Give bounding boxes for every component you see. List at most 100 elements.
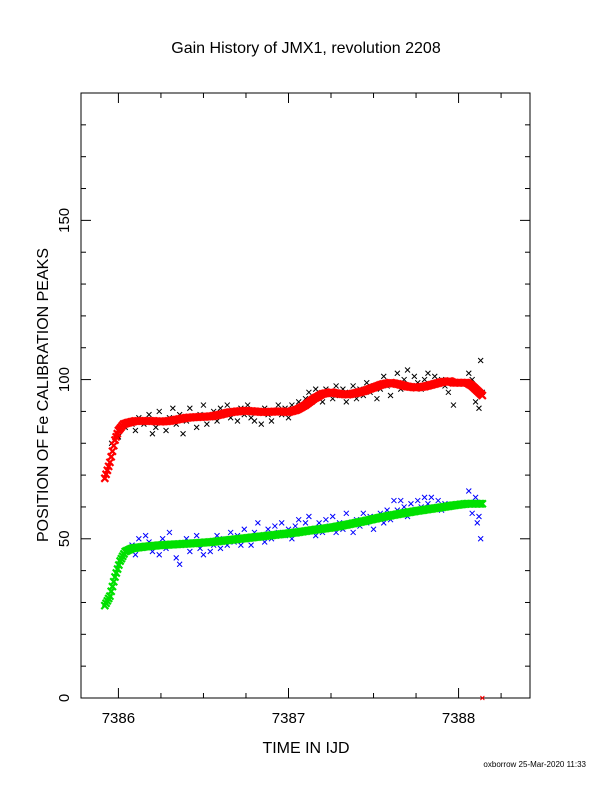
y-tick-label: 150	[56, 208, 73, 233]
data-point	[306, 513, 312, 520]
data-point	[404, 367, 411, 373]
data-point	[465, 488, 472, 494]
data-point	[258, 421, 265, 428]
data-point	[360, 510, 367, 517]
data-point	[480, 695, 485, 701]
data-point	[241, 526, 248, 533]
data-point	[285, 414, 292, 421]
data-point	[323, 516, 329, 523]
data-point	[207, 548, 214, 555]
y-tick-label: 0	[56, 694, 73, 702]
plot-frame	[80, 92, 531, 699]
data-point	[193, 532, 200, 539]
data-point	[343, 399, 350, 405]
data-point	[251, 418, 258, 424]
data-point	[255, 520, 261, 526]
data-point	[295, 516, 302, 523]
data-point	[292, 523, 299, 529]
data-point	[472, 399, 479, 405]
data-point	[152, 424, 159, 431]
data-point	[469, 510, 476, 517]
data-point	[176, 561, 183, 568]
data-point	[159, 535, 166, 542]
data-point	[394, 370, 401, 377]
data-point	[217, 545, 224, 552]
data-point	[265, 526, 271, 533]
data-point	[391, 497, 397, 504]
data-point	[397, 497, 404, 504]
data-point	[278, 520, 285, 526]
data-point	[312, 386, 319, 392]
data-point	[156, 551, 163, 558]
x-axis-label: TIME IN IJD	[262, 740, 349, 757]
data-point	[146, 411, 152, 418]
data-point	[428, 494, 435, 501]
data-point	[180, 430, 186, 437]
data-point	[380, 373, 387, 380]
data-point	[238, 542, 244, 549]
data-point	[350, 383, 356, 389]
data-point	[472, 494, 479, 501]
y-tick-label: 50	[56, 530, 73, 547]
data-point	[200, 551, 207, 558]
series-layer	[100, 357, 487, 701]
data-point	[421, 494, 428, 501]
data-point	[387, 392, 394, 399]
series-3	[100, 499, 487, 610]
data-point	[350, 529, 356, 536]
data-point	[329, 513, 336, 520]
data-point	[275, 402, 282, 408]
data-point	[477, 357, 484, 364]
data-point	[465, 370, 472, 377]
y-tick-label: 100	[56, 367, 73, 392]
data-point	[450, 402, 457, 408]
data-point	[414, 497, 421, 504]
data-point	[272, 523, 278, 529]
y-axis-label: POSITION OF Fe CALIBRATION PEAKS	[35, 248, 52, 542]
data-point	[421, 376, 428, 383]
data-point	[425, 370, 431, 377]
chart-title: Gain History of JMX1, revolution 2208	[171, 40, 441, 57]
data-point	[333, 383, 339, 389]
data-point	[411, 373, 418, 380]
data-point	[408, 500, 414, 507]
data-point	[431, 373, 438, 380]
data-point	[234, 418, 241, 424]
data-point	[478, 499, 487, 509]
data-point	[370, 526, 377, 533]
series-0	[108, 357, 486, 447]
data-point	[306, 389, 312, 396]
footer-stamp: oxborrow 25-Mar-2020 11:33	[483, 760, 586, 769]
axis-ticks	[81, 92, 530, 699]
data-point	[363, 379, 370, 386]
data-point	[132, 551, 139, 558]
data-point	[186, 405, 193, 412]
data-point	[445, 389, 452, 396]
data-point	[478, 391, 487, 400]
data-point	[166, 529, 173, 536]
data-point	[163, 427, 169, 434]
x-tick-label: 7388	[442, 710, 475, 727]
data-point	[374, 395, 380, 402]
data-point	[316, 520, 322, 526]
series-2	[100, 376, 487, 701]
data-point	[476, 513, 482, 520]
data-point	[224, 402, 231, 408]
data-point	[156, 408, 163, 415]
series-1	[115, 488, 484, 568]
x-tick-label: 7386	[102, 710, 135, 727]
data-point	[343, 510, 350, 517]
data-point	[268, 418, 275, 424]
data-point	[476, 405, 482, 412]
data-point	[204, 421, 210, 428]
data-point	[149, 430, 156, 437]
data-point	[186, 548, 193, 555]
data-point	[135, 535, 142, 542]
x-tick-label: 7387	[272, 710, 305, 727]
data-point	[302, 520, 309, 526]
data-point	[200, 402, 207, 408]
data-point	[435, 497, 442, 504]
data-point	[173, 555, 180, 561]
data-point	[248, 542, 254, 549]
